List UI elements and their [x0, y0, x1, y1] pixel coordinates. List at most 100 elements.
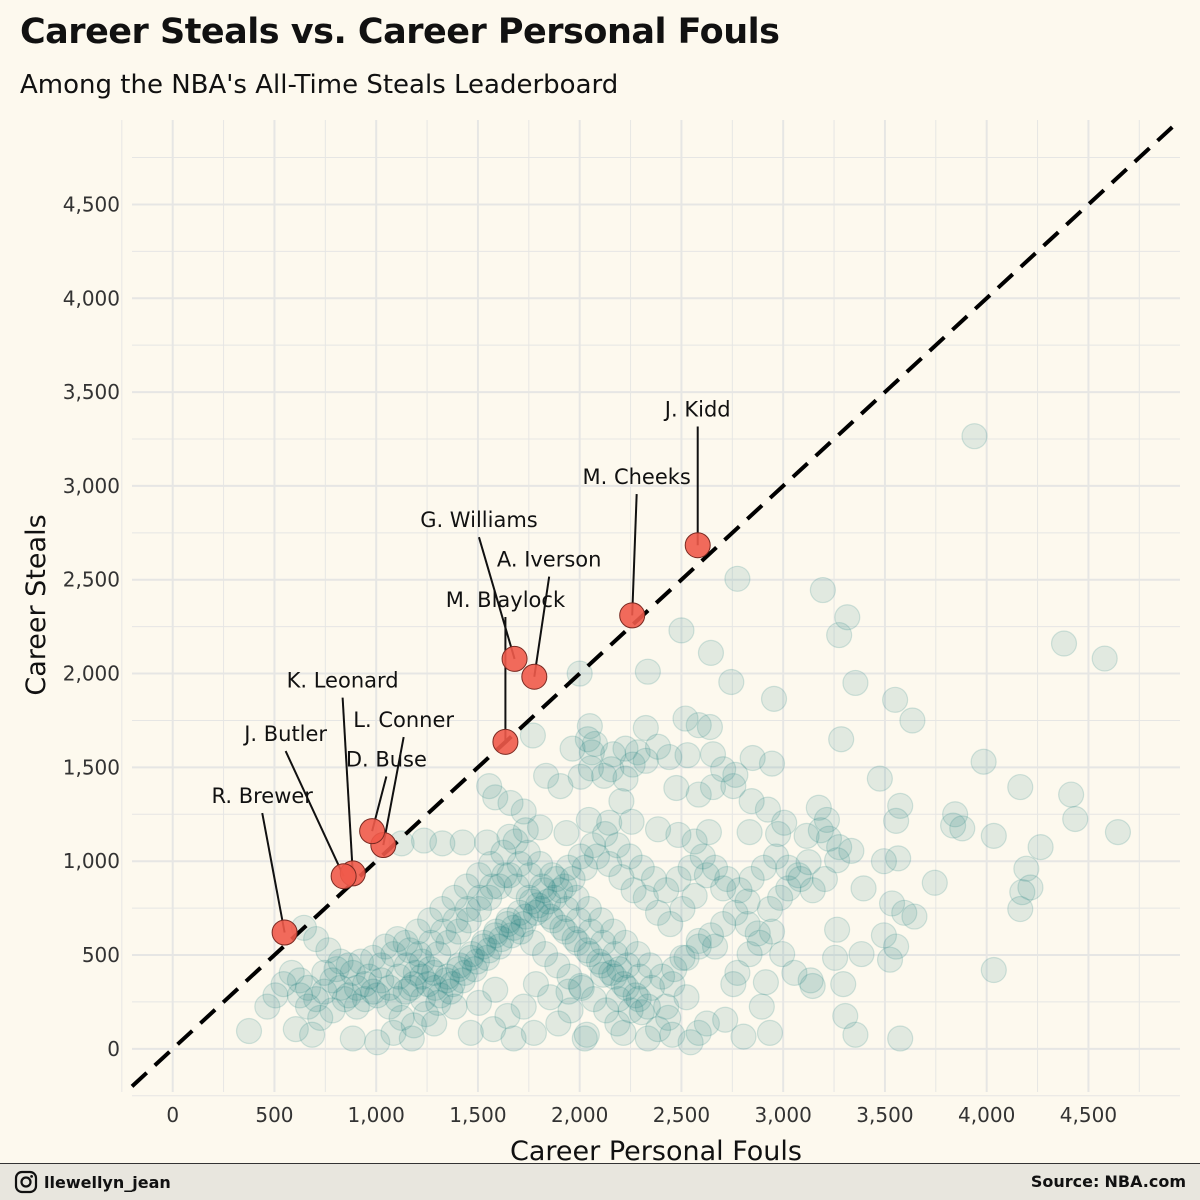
data-point-38	[710, 756, 737, 783]
data-point-118	[797, 967, 824, 994]
data-point-295	[518, 888, 545, 915]
data-point-27	[600, 741, 627, 768]
data-point-289	[445, 955, 472, 983]
x-tick-4500: 4,500	[1060, 1103, 1117, 1127]
data-point-391	[531, 940, 559, 968]
data-point-81	[665, 821, 692, 849]
data-point-132	[701, 933, 729, 960]
scatter-chart: J. Kidd M. Cheeks G. Williams A. Iverson M. …	[21, 118, 1182, 1162]
data-point-352	[561, 925, 588, 953]
data-point-349	[524, 892, 552, 919]
data-point-293	[494, 910, 521, 938]
data-point-244	[539, 862, 566, 889]
data-point-288	[433, 967, 460, 994]
data-point-31	[674, 742, 701, 769]
data-point-217	[303, 925, 330, 953]
callout-line-j-butler	[284, 750, 345, 877]
data-point-17	[696, 713, 724, 741]
data-point-271	[335, 982, 362, 1009]
data-point-63	[476, 773, 503, 800]
data-point-331	[553, 895, 580, 923]
data-point-55	[980, 822, 1007, 849]
data-point-326	[496, 862, 523, 889]
x-tick-0: 0	[166, 1103, 179, 1127]
data-point-129	[720, 971, 747, 998]
data-point-48	[699, 773, 727, 801]
data-point-216	[315, 937, 342, 964]
data-point-207	[425, 989, 452, 1016]
data-point-6	[697, 639, 725, 667]
data-point-177	[756, 895, 784, 923]
data-point-125	[748, 993, 775, 1020]
data-point-139	[644, 1016, 672, 1043]
data-point-123	[746, 929, 773, 956]
data-point-102	[885, 845, 912, 872]
data-point-77	[838, 837, 865, 864]
footer: llewellyn_jean Source: NBA.com	[0, 1163, 1200, 1200]
data-point-20	[519, 722, 546, 749]
data-point-335	[602, 940, 629, 968]
data-point-310	[701, 854, 729, 881]
data-point-353	[573, 937, 600, 964]
callout-line-a-iverson	[533, 576, 551, 677]
data-point-82	[644, 816, 672, 843]
data-point-137	[693, 1010, 720, 1037]
data-point-196	[559, 865, 586, 893]
data-point-214	[339, 959, 366, 986]
data-point-159	[235, 1017, 263, 1045]
data-point-134	[669, 944, 696, 971]
data-point-377	[613, 974, 640, 1001]
data-point-21	[574, 726, 601, 753]
data-point-282	[360, 944, 387, 971]
data-point-328	[516, 862, 543, 889]
data-point-329	[528, 873, 556, 900]
data-point-96	[1013, 855, 1040, 882]
data-point-43	[567, 763, 594, 790]
data-point-29	[644, 733, 672, 760]
data-point-150	[457, 1019, 484, 1046]
footer-handle[interactable]: llewellyn_jean	[14, 1169, 171, 1195]
data-point-373	[564, 929, 591, 956]
data-point-344	[463, 948, 491, 975]
data-point-185	[693, 862, 720, 889]
data-point-367	[491, 862, 518, 889]
data-point-280	[335, 952, 362, 979]
data-point-169	[537, 984, 564, 1011]
data-point-275	[303, 986, 330, 1013]
data-point-270	[343, 993, 370, 1020]
data-point-56	[942, 801, 969, 828]
data-point-358	[634, 993, 661, 1020]
data-point-166	[589, 961, 617, 988]
data-point-61	[805, 794, 832, 821]
data-point-146	[545, 1010, 572, 1037]
data-point-200	[510, 910, 537, 938]
data-point-249	[600, 918, 627, 945]
data-point-204	[461, 955, 488, 983]
data-point-187	[669, 895, 696, 923]
data-point-309	[689, 843, 716, 870]
data-point-365	[466, 884, 494, 911]
data-point-291	[469, 933, 497, 960]
data-point-170	[522, 971, 550, 998]
data-point-67	[608, 788, 635, 815]
data-point-243	[526, 850, 554, 878]
data-point-143	[573, 1021, 600, 1048]
data-point-261	[417, 955, 444, 983]
data-point-205	[449, 967, 476, 994]
data-point-235	[429, 895, 456, 923]
data-point-191	[620, 877, 647, 904]
data-point-53	[1062, 805, 1089, 833]
data-point-343	[451, 959, 478, 986]
data-point-258	[710, 910, 737, 938]
data-point-242	[514, 839, 541, 866]
data-point-274	[311, 978, 338, 1005]
data-point-80	[681, 828, 708, 855]
data-point-68	[685, 781, 712, 808]
y-tick-500: 500	[82, 943, 120, 967]
data-point-71	[771, 809, 798, 836]
data-point-392	[544, 952, 571, 979]
data-point-223	[286, 982, 313, 1009]
data-point-70	[813, 806, 841, 834]
highlight-label-r-brewer: R. Brewer	[212, 784, 314, 808]
data-point-308	[677, 854, 704, 881]
